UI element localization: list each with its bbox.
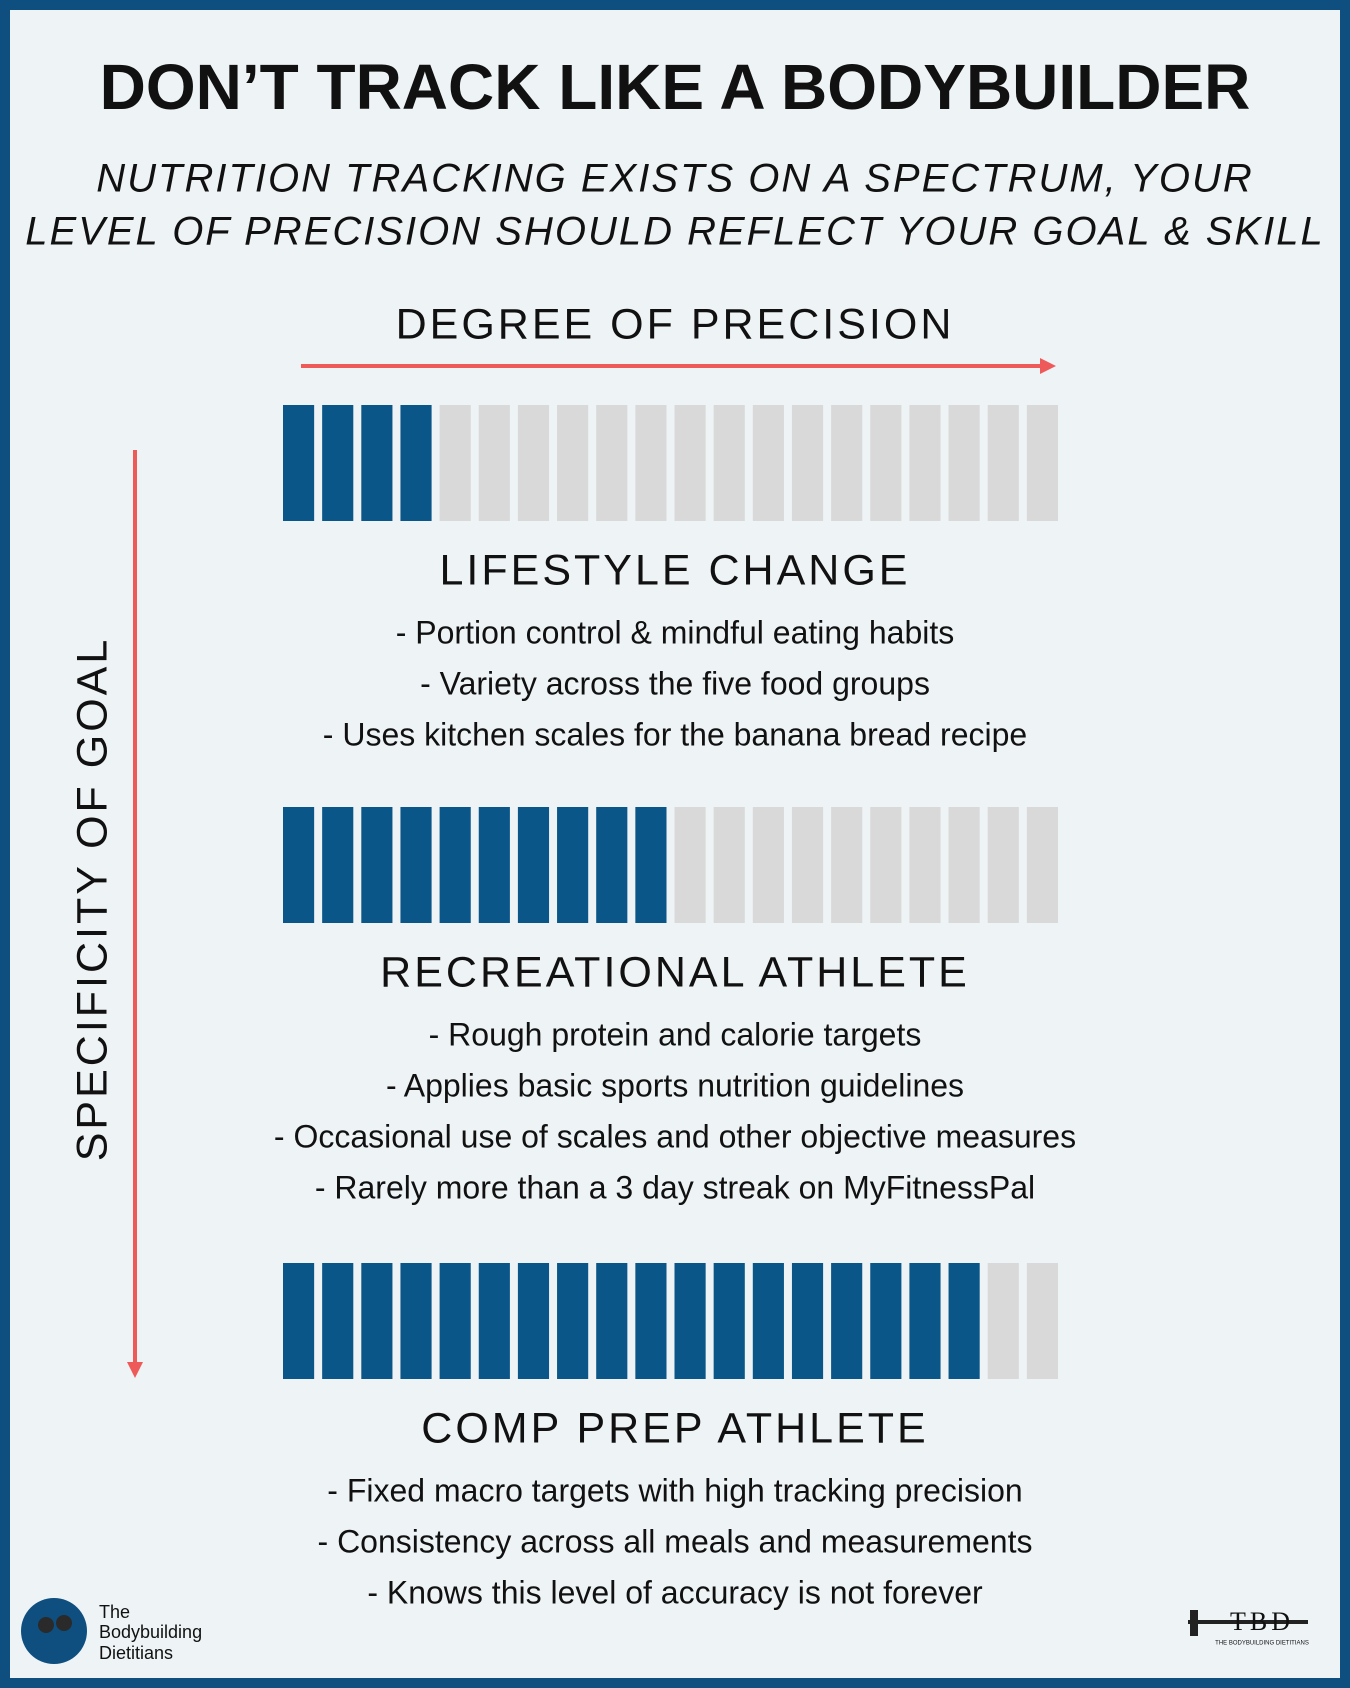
empty-segment	[831, 405, 863, 521]
empty-segment	[987, 1263, 1019, 1379]
filled-segment	[478, 807, 510, 923]
filled-segment	[322, 405, 354, 521]
empty-segment	[478, 405, 510, 521]
filled-segment	[557, 1263, 589, 1379]
filled-segment	[752, 1263, 784, 1379]
logo-person	[56, 1615, 72, 1631]
filled-segment	[791, 1263, 824, 1379]
bullet: - Applies basic sports nutrition guideli…	[386, 1067, 964, 1103]
brand-logo	[21, 1598, 87, 1664]
bullet: - Consistency across all meals and measu…	[318, 1523, 1033, 1559]
levels: LIFESTYLE CHANGE - Portion control & mind…	[274, 405, 1076, 1610]
logo: TBD	[1230, 1607, 1294, 1636]
filled-segment	[517, 1263, 550, 1379]
empty-segment	[987, 807, 1019, 923]
empty-segment	[752, 405, 784, 521]
filled-segment	[400, 405, 432, 521]
empty-segment	[557, 405, 589, 521]
filled-segment	[439, 807, 471, 923]
bullet: - Occasional use of scales and other obj…	[274, 1118, 1076, 1154]
filled-segment	[400, 1263, 432, 1379]
subtitle: NUTRITION TRACKING EXISTS ON A SPECTRUM,…	[96, 157, 1254, 201]
filled-segment	[948, 1263, 980, 1379]
bullet: - Knows this level of accuracy is not fo…	[367, 1574, 983, 1610]
filled-segment	[361, 807, 393, 923]
filled-segment	[557, 807, 589, 923]
x-arrow-head	[1040, 358, 1056, 374]
filled-segment	[439, 1263, 471, 1379]
empty-segment	[713, 405, 745, 521]
brand-text: Bodybuilding	[99, 1622, 202, 1642]
x-axis-label: DEGREE OF PRECISION	[396, 300, 955, 348]
empty-segment	[596, 405, 628, 521]
filled-segment	[831, 1263, 863, 1379]
title: DON’T TRACK LIKE A BODYBUILDER	[100, 51, 1251, 123]
level-title: LIFESTYLE CHANGE	[440, 546, 911, 594]
subtitle: LEVEL OF PRECISION SHOULD REFLECT YOUR G…	[25, 210, 1324, 254]
level-title: COMP PREP ATHLETE	[421, 1404, 928, 1452]
filled-segment	[909, 1263, 941, 1379]
empty-segment	[517, 405, 550, 521]
filled-segment	[635, 1263, 667, 1379]
filled-segment	[283, 1263, 315, 1379]
filled-segment	[596, 1263, 628, 1379]
empty-segment	[439, 405, 471, 521]
empty-segment	[752, 807, 784, 923]
barbell-plate	[1190, 1610, 1198, 1636]
empty-segment	[1026, 1263, 1058, 1379]
empty-segment	[635, 405, 667, 521]
filled-segment	[322, 1263, 354, 1379]
filled-segment	[283, 405, 315, 521]
empty-segment	[948, 405, 980, 521]
filled-segment	[870, 1263, 902, 1379]
bullet: - Variety across the five food groups	[420, 665, 930, 701]
filled-segment	[478, 1263, 510, 1379]
empty-segment	[909, 807, 941, 923]
empty-segment	[674, 405, 706, 521]
filled-segment	[283, 807, 315, 923]
empty-segment	[870, 807, 902, 923]
logo-tagline: THE BODYBUILDING DIETITIANS	[1215, 1641, 1309, 1647]
empty-segment	[948, 807, 980, 923]
y-axis-label: SPECIFICITY OF GOAL	[68, 637, 116, 1162]
bullet: - Rough protein and calorie targets	[429, 1016, 922, 1052]
bullet: - Fixed macro targets with high tracking…	[327, 1472, 1022, 1508]
filled-segment	[361, 1263, 393, 1379]
empty-segment	[674, 807, 706, 923]
filled-segment	[713, 1263, 745, 1379]
empty-segment	[909, 405, 941, 521]
filled-segment	[322, 807, 354, 923]
barbell	[1188, 1620, 1308, 1624]
filled-segment	[596, 807, 628, 923]
filled-segment	[400, 807, 432, 923]
filled-segment	[517, 807, 550, 923]
y-arrow-head	[127, 1362, 143, 1378]
bullet: - Portion control & mindful eating habit…	[396, 614, 955, 650]
empty-segment	[791, 807, 824, 923]
empty-segment	[831, 807, 863, 923]
brand-text: Dietitians	[99, 1643, 173, 1663]
filled-segment	[674, 1263, 706, 1379]
level-title: RECREATIONAL ATHLETE	[380, 948, 970, 996]
brand-text: The	[99, 1602, 130, 1622]
bullet: - Uses kitchen scales for the banana bre…	[323, 716, 1027, 752]
empty-segment	[791, 405, 824, 521]
filled-segment	[361, 405, 393, 521]
empty-segment	[1026, 405, 1058, 521]
empty-segment	[870, 405, 902, 521]
bullet: - Rarely more than a 3 day streak on MyF…	[315, 1169, 1035, 1205]
empty-segment	[987, 405, 1019, 521]
logo-person	[38, 1617, 54, 1633]
empty-segment	[1026, 807, 1058, 923]
filled-segment	[635, 807, 667, 923]
empty-segment	[713, 807, 745, 923]
